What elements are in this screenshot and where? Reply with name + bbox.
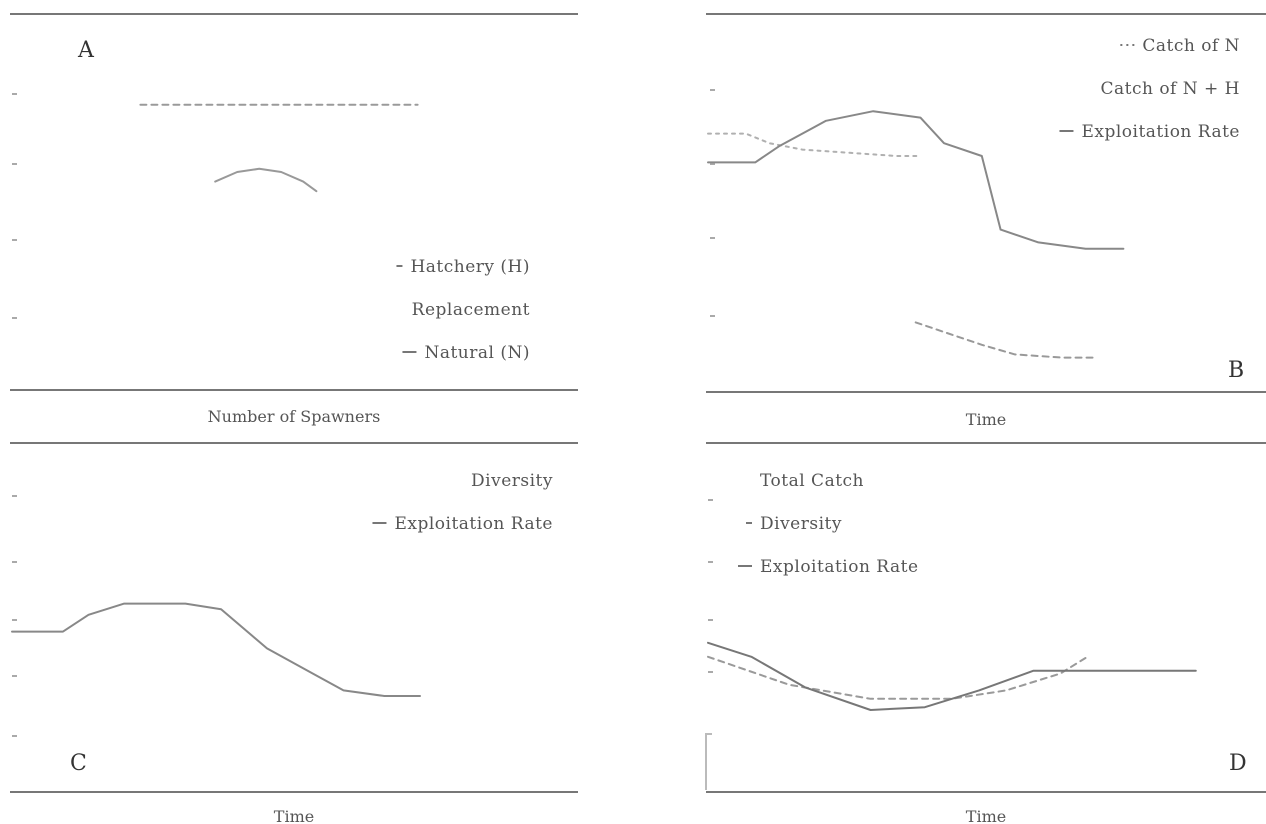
panel-d-legend-item: Exploitation Rate [760, 557, 919, 577]
panel-b-series-catch-of-n [707, 132, 922, 157]
panel-b-series-catch-of-n-h [914, 321, 1096, 359]
panel-c-series-exploitation-rate [11, 602, 421, 697]
panel-c-x-label: Time [274, 807, 314, 824]
panel-b-legend-item: Catch of N + H [1100, 79, 1240, 99]
panel-b-series-exploitation-rate [707, 110, 1125, 250]
panel-d-series-diversity [707, 655, 1089, 700]
panel-d-letter: D [1229, 751, 1247, 776]
panel-a-legend-item: Hatchery (H) [410, 257, 530, 277]
panel-a-legend-item: Natural (N) [424, 343, 530, 363]
panel-c-legend-item: Exploitation Rate [394, 514, 553, 534]
panel-d-legend-item: Total Catch [760, 471, 864, 491]
panel-b-legend-item: Catch of N [1142, 36, 1240, 56]
panel-a-legend-item: Replacement [412, 300, 530, 320]
panel-c-legend-item: Diversity [471, 471, 553, 491]
panel-d-series-exploitation-rate [707, 641, 1197, 711]
panel-b-x-label: Time [966, 410, 1006, 429]
panel-b-letter: B [1228, 358, 1244, 383]
panel-a-series-natural-n [214, 167, 318, 193]
panel-d-x-label: Time [966, 807, 1006, 824]
panel-c-letter: C [70, 751, 87, 776]
panel-a-letter: A [77, 38, 95, 63]
panel-d-corner-bracket [705, 733, 712, 790]
panel-d-legend-item: Diversity [760, 514, 842, 534]
panel-b-legend-item: Exploitation Rate [1081, 122, 1240, 142]
panel-a-x-label: Number of Spawners [208, 407, 381, 426]
